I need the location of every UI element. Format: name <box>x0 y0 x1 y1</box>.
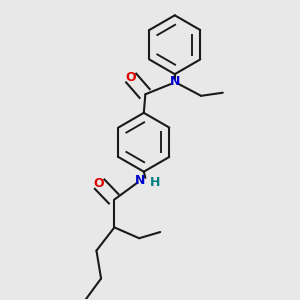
Text: N: N <box>169 75 180 88</box>
Text: O: O <box>94 177 104 190</box>
Text: O: O <box>125 71 136 84</box>
Text: N: N <box>135 175 145 188</box>
Text: H: H <box>149 176 160 189</box>
